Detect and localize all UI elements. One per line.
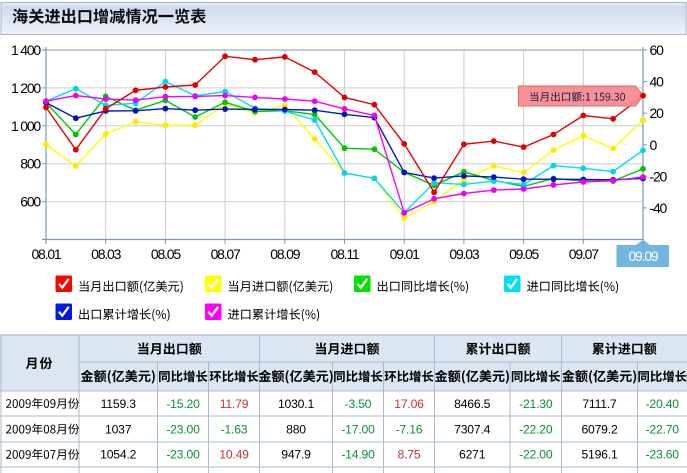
svg-text:800: 800 (20, 156, 41, 172)
svg-text:11.79: 11.79 (220, 397, 249, 411)
svg-text:1030.1: 1030.1 (278, 397, 314, 411)
svg-text:-7.16: -7.16 (396, 422, 423, 436)
svg-text:20: 20 (650, 105, 665, 121)
svg-text:600: 600 (20, 194, 41, 210)
svg-text:60: 60 (650, 42, 665, 58)
svg-text:1054.2: 1054.2 (100, 448, 136, 462)
svg-text:-23.00: -23.00 (166, 448, 200, 462)
svg-text:7111.7: 7111.7 (582, 397, 617, 411)
svg-text:6271: 6271 (459, 448, 486, 462)
svg-text:1159.3: 1159.3 (101, 397, 137, 411)
svg-text:10.49: 10.49 (219, 448, 249, 462)
svg-text:-20: -20 (650, 168, 668, 184)
svg-text:-22.20: -22.20 (519, 422, 553, 436)
svg-text:8.75: 8.75 (398, 448, 421, 462)
svg-text:-20.40: -20.40 (646, 397, 680, 411)
svg-text:-23.60: -23.60 (646, 448, 680, 462)
svg-text:-1.63: -1.63 (221, 422, 248, 436)
svg-text:-3.50: -3.50 (345, 397, 372, 411)
svg-text:09.09: 09.09 (628, 248, 658, 264)
svg-text:08.09: 08.09 (270, 246, 300, 262)
svg-text:09.07: 09.07 (569, 246, 599, 262)
svg-text:947.9: 947.9 (281, 448, 311, 462)
svg-text:17.06: 17.06 (394, 397, 424, 411)
svg-text:09.01: 09.01 (390, 246, 420, 262)
svg-text:08.03: 08.03 (91, 246, 121, 262)
svg-text:1 200: 1 200 (11, 80, 41, 96)
svg-text:1 000: 1 000 (11, 118, 41, 134)
svg-text:5196.1: 5196.1 (581, 448, 617, 462)
svg-text:08.05: 08.05 (151, 246, 181, 262)
svg-text:-15.20: -15.20 (166, 397, 200, 411)
svg-text:6079.2: 6079.2 (581, 422, 617, 436)
svg-text:08.01: 08.01 (31, 246, 61, 262)
svg-text:1 400: 1 400 (11, 42, 41, 58)
svg-text:09.03: 09.03 (449, 246, 479, 262)
svg-text:-14.90: -14.90 (341, 448, 375, 462)
svg-text:0: 0 (650, 137, 658, 153)
svg-text:-21.30: -21.30 (519, 397, 553, 411)
svg-text:880: 880 (286, 422, 306, 436)
svg-text:-17.00: -17.00 (341, 422, 375, 436)
svg-text:-40: -40 (650, 200, 668, 216)
svg-text:-22.00: -22.00 (519, 448, 553, 462)
svg-text:-23.00: -23.00 (166, 422, 200, 436)
svg-text:1037: 1037 (105, 422, 132, 436)
svg-text:-22.70: -22.70 (646, 422, 680, 436)
svg-text:40: 40 (650, 74, 665, 90)
svg-text:8466.5: 8466.5 (454, 397, 490, 411)
svg-text:08.11: 08.11 (331, 246, 360, 262)
svg-text:09.05: 09.05 (509, 246, 539, 262)
svg-text:08.07: 08.07 (211, 246, 241, 262)
svg-text:7307.4: 7307.4 (454, 422, 490, 436)
